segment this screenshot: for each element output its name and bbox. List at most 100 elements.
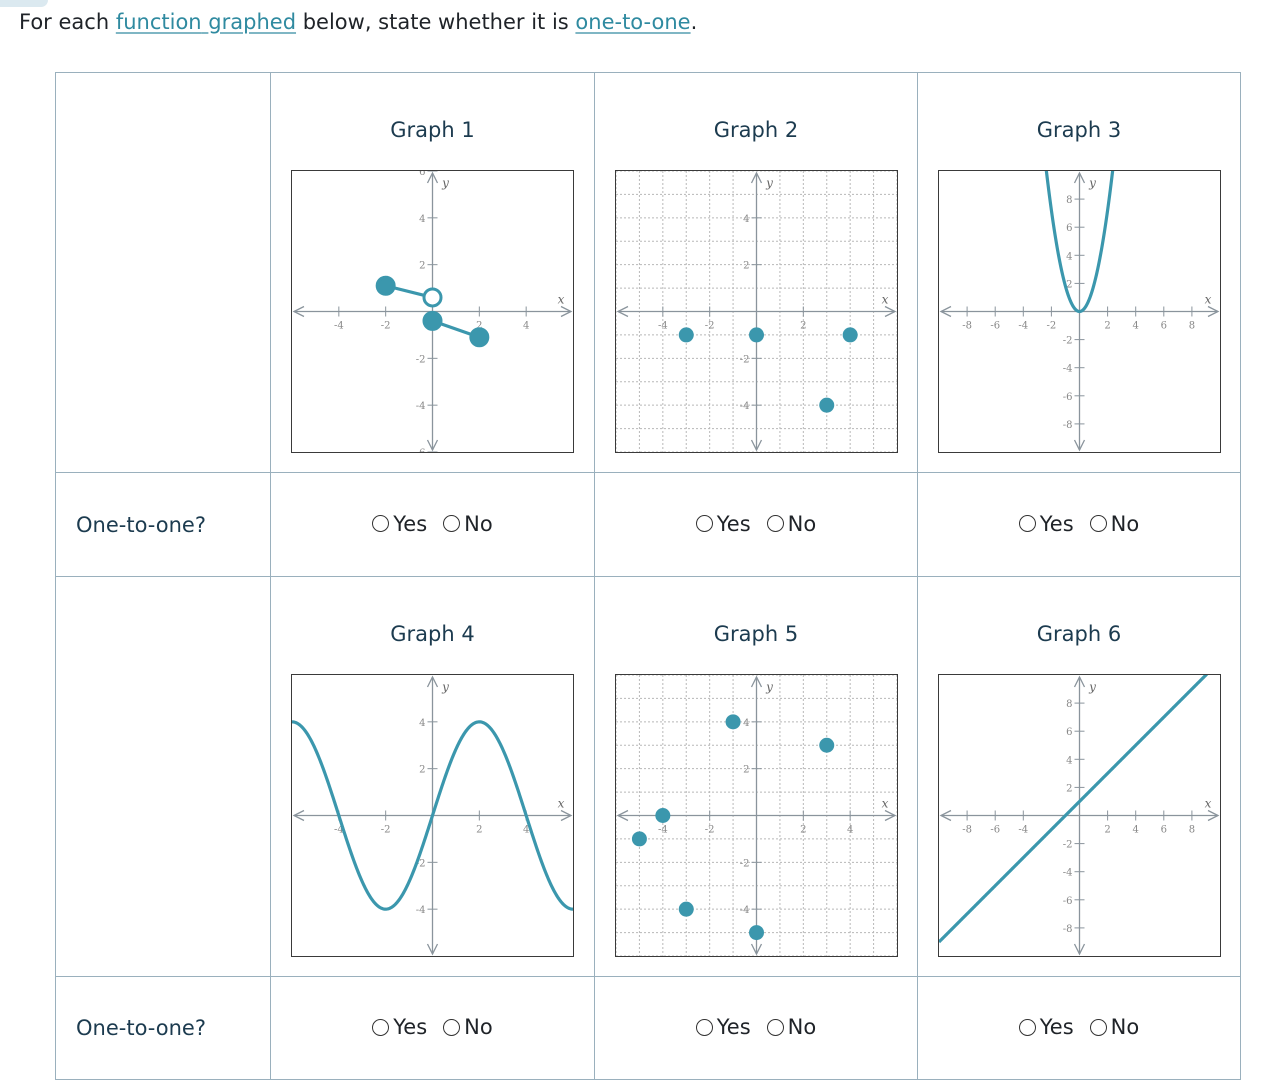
no-option[interactable]: No <box>1089 1015 1139 1039</box>
y-axis-arrow <box>426 943 439 956</box>
function-curve <box>939 675 1209 944</box>
y-axis-label: y <box>765 176 773 190</box>
yes-option[interactable]: Yes <box>695 511 751 536</box>
radio-button[interactable] <box>443 515 461 533</box>
x-axis-arrow <box>616 809 629 822</box>
x-tick-label: -4 <box>658 321 668 332</box>
graph-1-answer: Yes No <box>270 472 595 577</box>
y-tick-label: -6 <box>1063 392 1073 403</box>
y-tick-label: -2 <box>416 354 426 365</box>
y-axis-label: y <box>441 176 449 190</box>
x-tick-label: -6 <box>990 825 1000 836</box>
x-tick-label: 2 <box>476 825 482 836</box>
radio-button[interactable] <box>695 1018 713 1036</box>
y-tick-label: -8 <box>1063 420 1073 431</box>
x-tick-label: 4 <box>1133 825 1139 836</box>
no-option[interactable]: No <box>443 1015 493 1039</box>
x-axis-arrow <box>560 305 573 318</box>
graph-5-svg: -4 -2 2 4 4 2 -2 -4 x y <box>616 675 897 956</box>
function-curve <box>292 720 573 911</box>
data-point <box>678 327 694 343</box>
radio-button[interactable] <box>443 1018 461 1036</box>
open-endpoint <box>422 287 443 308</box>
y-tick-label: 8 <box>1066 195 1072 206</box>
x-axis-label: x <box>558 293 565 307</box>
answer-row-2: One-to-one? Yes No Yes No Yes No <box>55 976 1241 1080</box>
corner-tab <box>0 0 48 7</box>
y-tick-label: 2 <box>1066 279 1072 290</box>
radio-button[interactable] <box>1018 1018 1036 1036</box>
x-tick-label: 8 <box>1189 825 1195 836</box>
function-link[interactable]: function <box>115 10 202 34</box>
radio-button[interactable] <box>695 515 713 533</box>
x-tick-label: -4 <box>1018 825 1028 836</box>
x-tick-label: 4 <box>523 825 529 836</box>
data-point <box>725 714 741 730</box>
empty-cell <box>55 576 271 977</box>
x-axis-arrow <box>292 809 305 822</box>
x-tick-label: 2 <box>800 825 806 836</box>
yes-option[interactable]: Yes <box>372 512 427 536</box>
one-to-one-link[interactable]: one-to-one <box>575 10 691 34</box>
graph-title: Graph 1 <box>390 118 475 142</box>
yes-label: Yes <box>393 1015 428 1040</box>
graphs-row-2: Graph 4 -4 -2 2 4 4 2 -2 -4 x y Graph 5 -4 -2 2 4 4 2-… <box>55 576 1241 977</box>
yes-option[interactable]: Yes <box>1018 1015 1074 1040</box>
y-tick-label: 6 <box>419 171 425 178</box>
graph-2-answer: Yes No <box>594 472 918 577</box>
radio-button[interactable] <box>1089 1018 1107 1036</box>
y-axis-label: y <box>765 680 773 694</box>
radio-button[interactable] <box>1018 515 1036 533</box>
x-tick-label: 6 <box>1161 825 1167 836</box>
yes-option[interactable]: Yes <box>695 1015 751 1039</box>
x-tick-label: 2 <box>1104 825 1110 836</box>
x-tick-label: 6 <box>1161 321 1167 332</box>
radio-button[interactable] <box>766 515 784 533</box>
y-tick-label: -2 <box>1063 840 1073 851</box>
y-axis-label: y <box>1088 176 1096 190</box>
graphed-link[interactable]: graphed <box>208 10 297 34</box>
graph-5-cell: Graph 5 -4 -2 2 4 4 2 -2 -4 x y <box>594 576 918 977</box>
x-tick-label: -4 <box>334 825 344 836</box>
x-axis-arrow <box>292 305 305 318</box>
yes-label: Yes <box>716 511 751 536</box>
no-option[interactable]: No <box>443 512 493 536</box>
no-option[interactable]: No <box>1089 511 1140 536</box>
y-axis-arrow <box>426 439 439 452</box>
x-tick-label: -2 <box>1047 321 1057 332</box>
yes-option[interactable]: Yes <box>372 1015 427 1039</box>
graph-title: Graph 3 <box>1036 118 1122 142</box>
x-tick-label: 4 <box>523 321 529 332</box>
radio-button[interactable] <box>372 515 390 533</box>
radio-button[interactable] <box>766 1018 784 1036</box>
y-axis-label: y <box>441 680 449 694</box>
empty-cell <box>55 72 271 473</box>
graph-title: Graph 6 <box>1036 622 1122 646</box>
y-tick-label: -4 <box>740 401 750 412</box>
closed-endpoint <box>375 275 396 296</box>
data-point <box>819 397 835 413</box>
graph-2-svg: -4 -2 2 4 2 -2 -4 x y <box>616 171 897 452</box>
closed-endpoint <box>469 327 490 348</box>
no-option[interactable]: No <box>766 1015 817 1040</box>
no-label: No <box>787 1015 817 1040</box>
x-tick-label: -2 <box>381 825 391 836</box>
no-option[interactable]: No <box>766 512 816 536</box>
x-axis-label: x <box>1205 797 1212 811</box>
radio-button[interactable] <box>372 1018 390 1036</box>
radio-button[interactable] <box>1089 515 1107 533</box>
yes-label: Yes <box>1039 1015 1074 1040</box>
graph-3-answer: Yes No <box>917 472 1241 577</box>
x-tick-label: -8 <box>962 825 972 836</box>
graph-title: Graph 2 <box>713 118 799 142</box>
graphs-table: Graph 1 -4-2248642-2-4-6-8xy Graph 2 -4-… <box>55 72 1241 1080</box>
x-tick-label: -6 <box>990 321 1000 332</box>
yes-option[interactable]: Yes <box>1018 512 1074 536</box>
no-label: No <box>1110 511 1140 536</box>
graphs-row-1: Graph 1 -4-2248642-2-4-6-8xy Graph 2 -4-… <box>55 72 1241 473</box>
x-axis-label: x <box>882 293 889 307</box>
y-tick-label: 8 <box>1066 699 1072 710</box>
y-tick-label: 4 <box>1066 755 1072 766</box>
graph-6-plot: -8 -6 -4 2 4 6 8 8 6 4 2 -2 -4 -6 -8 x y <box>938 674 1221 957</box>
x-tick-label: -4 <box>1018 321 1028 332</box>
